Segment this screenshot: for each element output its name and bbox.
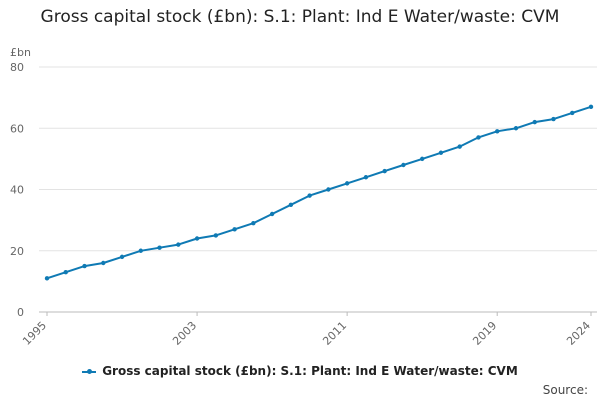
data-point-2001 bbox=[157, 245, 162, 250]
data-point-2018 bbox=[476, 135, 481, 140]
data-point-2008 bbox=[288, 202, 294, 208]
source-label: Source: bbox=[542, 383, 588, 397]
x-tick-label-2024: 2024 bbox=[564, 319, 593, 348]
data-point-1999 bbox=[119, 254, 125, 260]
y-tick-label-0: 0 bbox=[17, 306, 24, 319]
data-point-2012 bbox=[363, 175, 369, 180]
y-tick-label-40: 40 bbox=[10, 184, 24, 197]
x-tick-label-2011: 2011 bbox=[320, 319, 349, 348]
x-tick-label-2019: 2019 bbox=[470, 319, 499, 348]
data-point-2015 bbox=[419, 156, 425, 162]
data-point-2024 bbox=[588, 104, 594, 110]
data-point-2010 bbox=[326, 187, 331, 192]
data-point-1998 bbox=[101, 260, 106, 266]
data-point-2022 bbox=[551, 116, 556, 122]
data-point-2002 bbox=[176, 242, 181, 247]
data-point-2007 bbox=[269, 211, 275, 217]
series-line bbox=[46, 105, 592, 280]
data-point-2020 bbox=[513, 126, 519, 131]
y-tick-label-20: 20 bbox=[10, 245, 24, 258]
data-point-2003 bbox=[194, 236, 200, 241]
legend-label: Gross capital stock (£bn): S.1: Plant: I… bbox=[102, 364, 518, 378]
data-point-2019 bbox=[495, 129, 500, 134]
data-point-2004 bbox=[213, 233, 219, 238]
x-tick-label-1995: 1995 bbox=[20, 319, 49, 348]
y-tick-label-80: 80 bbox=[10, 61, 24, 74]
legend[interactable]: Gross capital stock (£bn): S.1: Plant: I… bbox=[0, 364, 600, 378]
data-point-2017 bbox=[457, 144, 462, 149]
legend-swatch bbox=[82, 368, 97, 374]
data-point-2009 bbox=[307, 193, 312, 198]
data-point-2016 bbox=[438, 150, 444, 155]
y-axis-unit: £bn bbox=[10, 46, 31, 59]
data-point-1997 bbox=[82, 263, 87, 269]
x-tick-label-2003: 2003 bbox=[170, 319, 199, 348]
data-point-2005 bbox=[232, 227, 237, 232]
data-point-2021 bbox=[532, 119, 537, 125]
data-point-2011 bbox=[344, 181, 350, 186]
y-tick-label-60: 60 bbox=[10, 122, 24, 135]
data-point-1995 bbox=[44, 276, 50, 281]
data-point-2014 bbox=[401, 162, 406, 168]
data-point-2000 bbox=[138, 248, 143, 253]
chart-title: Gross capital stock (£bn): S.1: Plant: I… bbox=[40, 7, 560, 27]
data-point-2023 bbox=[570, 110, 575, 116]
data-point-2013 bbox=[382, 168, 387, 174]
data-point-2006 bbox=[251, 220, 256, 226]
data-point-1996 bbox=[63, 269, 68, 275]
